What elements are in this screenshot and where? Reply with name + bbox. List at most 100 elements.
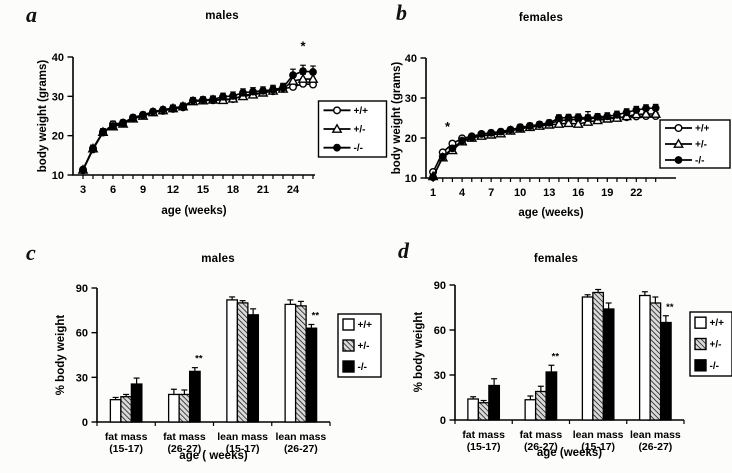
bar-d-+/--3 [649, 302, 662, 421]
svg-text:-/-: -/- [358, 362, 367, 373]
svg-text:-/-: -/- [695, 156, 704, 167]
svg-text:lean mass: lean mass [275, 431, 326, 443]
svg-text:0: 0 [440, 415, 446, 427]
chart-title-males-bottom: males [201, 253, 235, 265]
bar-d--/--1 [545, 371, 558, 421]
svg-text:+/+: +/+ [358, 320, 373, 331]
svg-text:**: ** [666, 302, 674, 313]
svg-text:18: 18 [227, 184, 239, 196]
svg-text:0: 0 [82, 417, 88, 429]
bar-c-+/--1 [178, 393, 191, 423]
svg-text:age (weeks): age (weeks) [518, 207, 583, 219]
svg-text:20: 20 [52, 131, 64, 143]
bar-c--/--2 [247, 314, 260, 423]
svg-text:4: 4 [459, 187, 466, 199]
svg-text:21: 21 [257, 184, 269, 196]
bar-d-+/--0 [477, 402, 490, 421]
bar-d-+/+-3 [638, 294, 651, 421]
bar-d-+/--1 [534, 390, 547, 421]
svg-text:6: 6 [110, 184, 116, 196]
panel-letter-b: b [396, 0, 407, 25]
chart-title-females-top: females [518, 12, 564, 24]
svg-text:**: ** [195, 354, 203, 365]
svg-text:40: 40 [405, 53, 417, 65]
svg-text:**: ** [552, 351, 560, 362]
svg-text:body weight (grams): body weight (grams) [391, 62, 403, 175]
svg-text:12: 12 [167, 184, 179, 196]
svg-text:30: 30 [52, 91, 64, 103]
svg-text:30: 30 [405, 93, 417, 105]
line-chart-b: 10 20 30 40 1 4 7 10 13 16 19 22 body weight (grams)… [391, 53, 731, 219]
bar-c-+/--0 [120, 396, 133, 423]
svg-text:lean mass: lean mass [573, 429, 624, 441]
bar-d-+/+-2 [581, 296, 594, 421]
svg-text:30: 30 [76, 372, 88, 384]
panel-letter-c: c [26, 240, 36, 265]
legend-c: +/+ +/- -/- [337, 313, 382, 378]
svg-text:22: 22 [630, 187, 642, 199]
svg-text:1: 1 [430, 187, 436, 199]
svg-text:% body weight: % body weight [413, 312, 425, 393]
bar-c-+/+-2 [226, 299, 239, 423]
panel-letter-d: d [398, 238, 409, 263]
svg-text:*: * [445, 119, 451, 134]
svg-text:40: 40 [52, 52, 64, 64]
svg-text:fat mass: fat mass [163, 431, 206, 443]
svg-text:+/+: +/+ [710, 318, 725, 329]
svg-text:(26-27): (26-27) [638, 441, 672, 453]
bar-d-+/+-0 [467, 398, 480, 421]
svg-text:(26-27): (26-27) [284, 443, 318, 455]
bar-d-+/+-1 [524, 399, 537, 421]
bar-d--/--0 [488, 384, 501, 421]
bar-d--/--3 [659, 321, 672, 421]
bar-d--/--2 [602, 308, 615, 421]
bar-c-+/+-0 [109, 399, 122, 423]
svg-text:-/-: -/- [710, 361, 719, 372]
svg-text:(26-27): (26-27) [167, 443, 201, 455]
svg-text:+/-: +/- [358, 341, 370, 352]
svg-text:9: 9 [140, 184, 146, 196]
svg-text:+/+: +/+ [695, 124, 710, 135]
svg-text:lean mass: lean mass [630, 429, 681, 441]
svg-text:lean mass: lean mass [217, 431, 268, 443]
svg-text:(26-27): (26-27) [524, 441, 558, 453]
panel-letter-a: a [26, 2, 37, 27]
svg-text:3: 3 [80, 184, 86, 196]
bar-d-+/--2 [592, 291, 605, 421]
svg-text:(15-17): (15-17) [109, 443, 143, 455]
line-chart-a: 10 20 30 40 3 6 9 12 15 18 21 24 body weight (grams)… [37, 39, 388, 217]
legend-a: +/+ +/- -/- [317, 100, 388, 158]
svg-text:19: 19 [601, 187, 613, 199]
svg-text:60: 60 [434, 325, 446, 337]
bar-c--/--0 [130, 383, 143, 423]
svg-text:90: 90 [434, 280, 446, 292]
bar-c--/--3 [305, 327, 318, 423]
svg-text:-/-: -/- [354, 143, 363, 154]
svg-text:+/-: +/- [710, 340, 722, 351]
svg-text:*: * [300, 39, 306, 54]
svg-text:body weight (grams): body weight (grams) [37, 60, 49, 173]
svg-text:(15-17): (15-17) [226, 443, 260, 455]
bar-c-+/--3 [294, 305, 307, 423]
chart-title-males-top: males [205, 10, 239, 22]
svg-text:+/-: +/- [354, 125, 366, 136]
svg-text:20: 20 [405, 133, 417, 145]
svg-text:60: 60 [76, 328, 88, 340]
svg-text:**: ** [312, 310, 320, 321]
svg-text:13: 13 [543, 187, 555, 199]
legend-d: +/+ +/- -/- [689, 311, 732, 377]
svg-text:16: 16 [572, 187, 584, 199]
chart-title-females-bottom: females [533, 253, 579, 265]
svg-text:fat mass: fat mass [462, 429, 505, 441]
svg-text:7: 7 [488, 187, 494, 199]
svg-text:(15-17): (15-17) [467, 441, 501, 453]
bar-c-+/+-3 [284, 303, 297, 423]
bar-c--/--1 [188, 370, 201, 423]
bar-c-+/--2 [236, 302, 249, 423]
svg-text:10: 10 [405, 173, 417, 185]
bar-c-+/+-1 [167, 393, 180, 423]
svg-text:(15-17): (15-17) [581, 441, 615, 453]
